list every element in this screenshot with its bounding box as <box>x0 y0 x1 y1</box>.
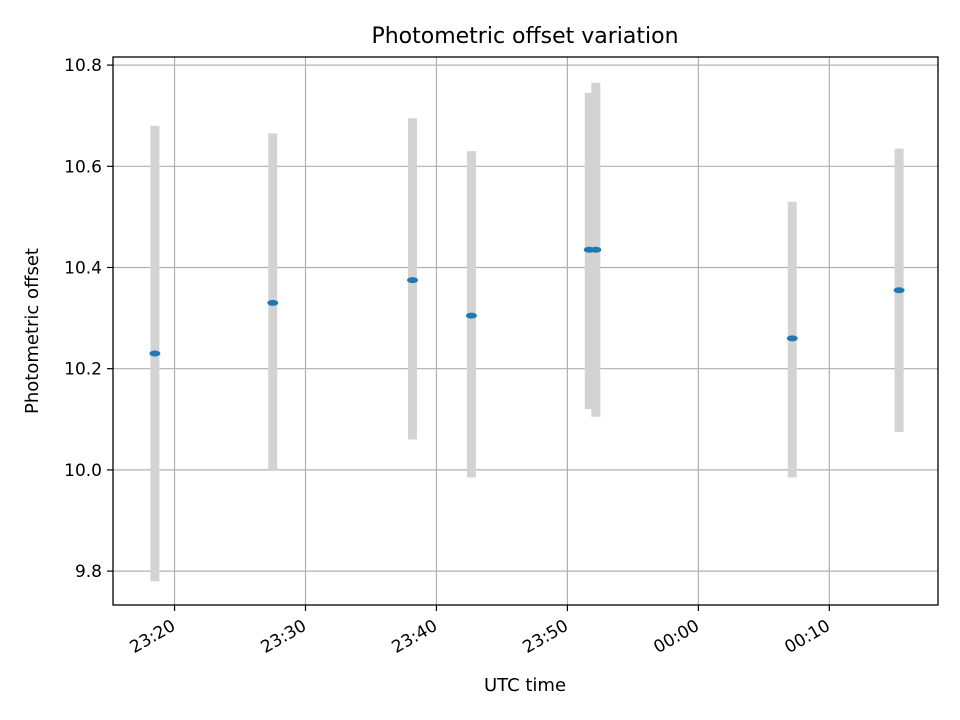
data-point <box>406 277 418 284</box>
data-point <box>786 335 798 342</box>
data-points <box>149 246 905 357</box>
data-point <box>149 350 161 357</box>
y-tick-label: 10.6 <box>64 157 102 177</box>
y-tick-label: 9.8 <box>75 562 102 582</box>
grid <box>113 57 938 605</box>
data-point <box>590 246 602 253</box>
y-tick-label: 10.8 <box>64 56 102 76</box>
y-tick-label: 10.4 <box>64 258 102 278</box>
plot-frame <box>112 56 939 606</box>
x-axis-label: UTC time <box>484 675 566 696</box>
data-point <box>465 312 477 319</box>
y-axis-label: Photometric offset <box>22 248 43 414</box>
data-point <box>893 287 905 294</box>
data-point <box>267 299 279 306</box>
y-tick-label: 10.2 <box>64 360 102 380</box>
y-tick-label: 10.0 <box>64 461 102 481</box>
chart-title: Photometric offset variation <box>371 24 678 49</box>
